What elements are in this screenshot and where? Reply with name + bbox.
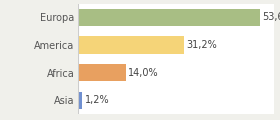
Text: 14,0%: 14,0%: [129, 68, 159, 78]
Text: 31,2%: 31,2%: [186, 40, 217, 50]
Bar: [78, 64, 126, 81]
Text: 53,6%: 53,6%: [262, 12, 280, 22]
Bar: [78, 92, 82, 109]
Bar: [78, 9, 260, 26]
Text: 1,2%: 1,2%: [85, 95, 110, 105]
Bar: [78, 36, 184, 54]
